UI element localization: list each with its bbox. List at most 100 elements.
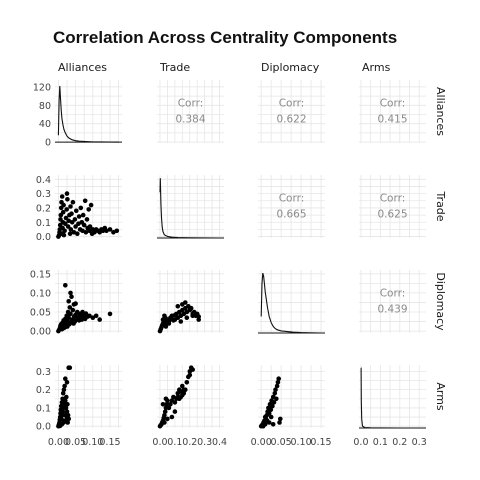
scatter-point <box>64 394 69 400</box>
row-label-diplomacy: Diplomacy <box>434 272 447 331</box>
scatter-point <box>87 224 93 229</box>
x-tick-label: 0.15 <box>310 437 331 448</box>
scatter-point <box>65 420 70 425</box>
scatter-point <box>67 305 73 310</box>
row-label-arms: Arms <box>434 382 447 411</box>
y-tick-label: 0 <box>45 138 51 149</box>
y-tick-label: 0.1 <box>36 218 51 229</box>
scatter-point <box>169 316 175 322</box>
panel-grid <box>258 80 325 143</box>
scatter-point <box>272 391 278 396</box>
scatter-point <box>190 313 195 319</box>
column-label-arms: Arms <box>362 61 391 74</box>
corr-panel-alliances-trade: Corr: 0.384 <box>175 97 205 125</box>
scatter-point <box>165 416 170 422</box>
panel-grid <box>258 365 325 428</box>
y-tick-label: 0.4 <box>36 175 51 186</box>
scatter-point <box>93 313 99 319</box>
x-tick-label: 0.3 <box>197 437 212 448</box>
y-tick-label: 120 <box>33 82 51 93</box>
x-tick-label: 0.05 <box>65 437 86 448</box>
panel-grid <box>359 270 426 333</box>
panel-grid <box>359 365 426 428</box>
scatter-point <box>62 383 67 389</box>
x-tick-label: 0.10 <box>290 437 311 448</box>
scatter-point <box>82 198 88 204</box>
scatter-point <box>273 387 278 393</box>
corr-panel-trade-arms: Corr: 0.625 <box>377 192 407 220</box>
x-tick-label: 0.3 <box>412 437 427 448</box>
y-tick-label: 40 <box>39 119 51 130</box>
scatter-point <box>61 232 67 238</box>
density-line-diplomacy <box>260 272 322 334</box>
scatter-point <box>64 409 70 414</box>
scatter-point <box>57 423 62 429</box>
scatter-point <box>180 383 185 389</box>
scatter-point <box>69 294 74 300</box>
scatter-point <box>74 208 79 214</box>
scatter-panel-arms-alliances <box>56 365 73 429</box>
scatter-point <box>68 227 74 232</box>
scatter-point <box>278 416 283 422</box>
x-tick-label: 0.2 <box>182 437 197 448</box>
scatter-point <box>66 218 71 224</box>
scatter-point <box>63 376 68 382</box>
scatter-point <box>76 214 82 219</box>
scatter-panel-diplomacy-trade <box>157 300 201 334</box>
y-tick-label: 80 <box>39 101 51 112</box>
y-tick-label: 0.3 <box>36 367 51 378</box>
y-tick-label: 0.2 <box>36 203 51 214</box>
scatter-point <box>190 367 195 372</box>
corr-panel-alliances-arms: Corr: 0.415 <box>377 97 407 125</box>
scatter-point <box>276 376 282 382</box>
scatter-point <box>104 228 109 234</box>
scatter-point <box>72 217 78 222</box>
column-label-trade: Trade <box>159 61 190 74</box>
scatter-point <box>65 412 71 418</box>
scatter-point <box>61 387 67 393</box>
scatter-point <box>88 202 94 208</box>
panel-grid <box>55 80 122 143</box>
column-label-diplomacy: Diplomacy <box>261 61 320 74</box>
x-tick-label: 0.15 <box>99 437 120 448</box>
scatter-point <box>59 194 65 199</box>
scatter-panel-trade-alliances <box>56 191 120 239</box>
corr-value: 0.384 <box>175 113 205 125</box>
scatter-point <box>162 409 168 414</box>
scatter-point <box>274 383 280 389</box>
corr-label: Corr: <box>178 97 204 109</box>
panel-grid <box>258 175 325 238</box>
scatter-point <box>277 420 282 425</box>
x-tick-label: 0.2 <box>392 437 407 448</box>
corr-label: Corr: <box>279 97 305 109</box>
scatter-point <box>63 221 68 226</box>
scatter-point <box>178 319 184 324</box>
scatter-point <box>66 416 71 422</box>
y-tick-label: 0.3 <box>36 189 51 200</box>
y-tick-label: 0.00 <box>30 327 51 338</box>
corr-panel-alliances-diplomacy: Corr: 0.622 <box>276 97 306 125</box>
scatter-point <box>187 372 193 378</box>
scatter-point <box>181 387 187 393</box>
corr-value: 0.665 <box>276 208 306 220</box>
scatter-point <box>59 412 65 418</box>
scatter-point <box>75 231 80 236</box>
scatter-point <box>63 398 68 403</box>
scatter-point <box>78 205 84 211</box>
scatter-point <box>172 400 178 405</box>
scatter-point <box>271 400 277 405</box>
x-tick-label: 0.0 <box>353 437 368 448</box>
scatter-point <box>65 224 71 229</box>
scatter-point <box>264 418 270 424</box>
scatter-point <box>270 403 275 409</box>
scatter-point <box>60 409 66 414</box>
x-tick-label: 0.4 <box>212 437 227 448</box>
scatter-point <box>64 207 69 212</box>
x-tick-label: 0.00 <box>48 437 69 448</box>
scatter-point <box>164 402 169 407</box>
corr-value: 0.415 <box>377 113 407 125</box>
scatter-point <box>180 302 185 307</box>
panel-grid <box>359 80 426 143</box>
scatter-point <box>180 392 185 398</box>
panel-grid <box>157 175 224 238</box>
